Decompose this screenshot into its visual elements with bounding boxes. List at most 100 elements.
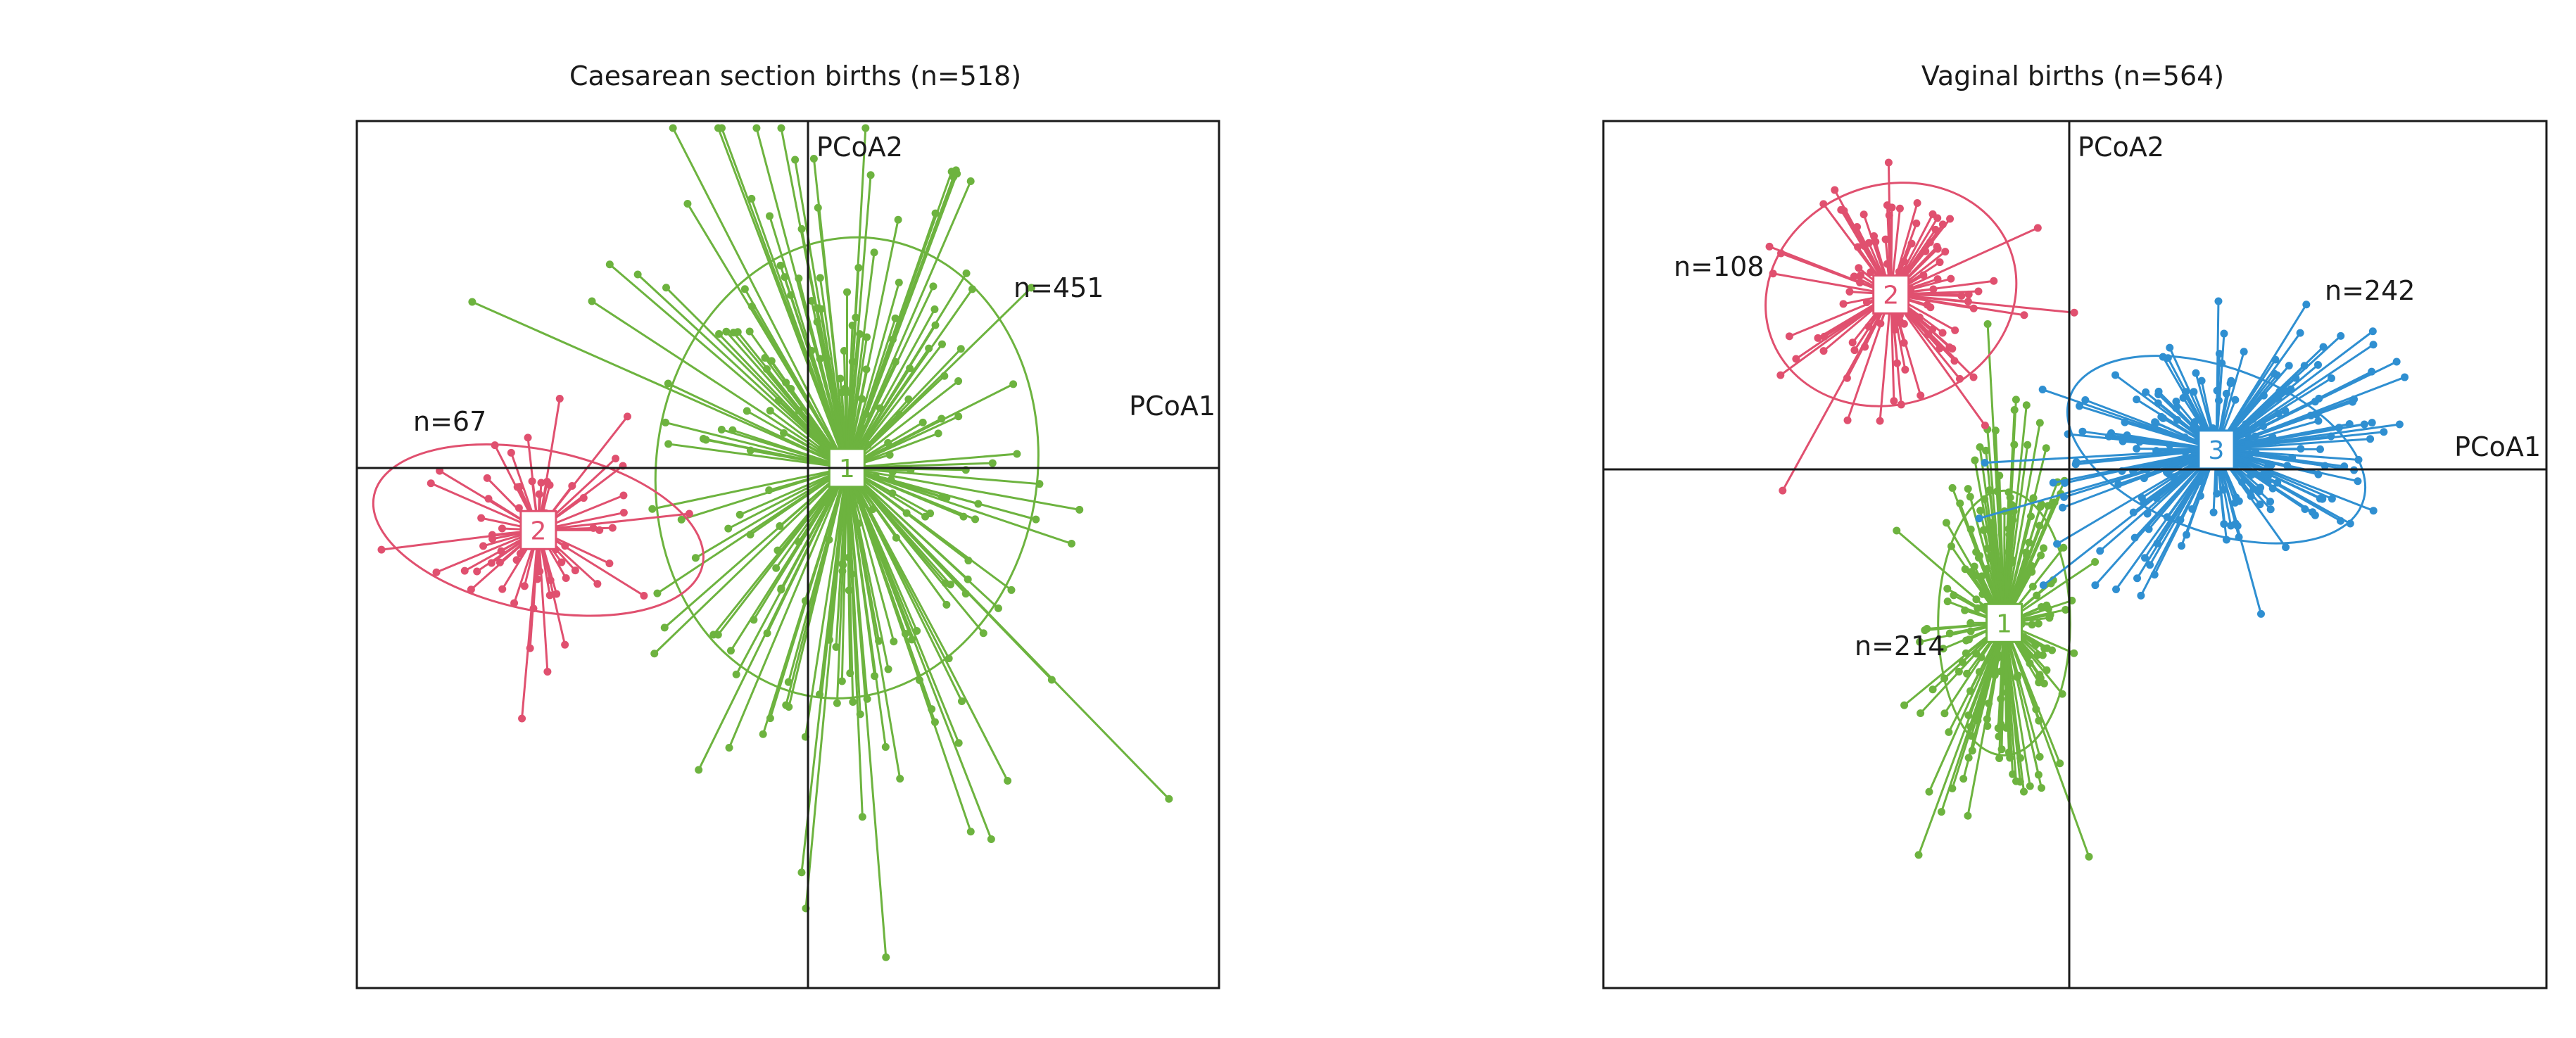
cluster-2-point [1779,486,1787,495]
cluster-3-point [2401,373,2409,381]
cluster-1-point [1917,709,1925,717]
cluster-2-point [1915,313,1924,322]
cluster-1-point [2034,619,2043,628]
cluster-2-point [507,448,515,457]
cluster-1-point [2085,852,2093,861]
cluster-2-point [2070,308,2078,317]
cluster-2-point [483,474,491,482]
cluster-1-point [1995,732,2003,740]
cluster-1-point [714,631,722,639]
cluster-1-spoke [845,467,960,744]
cluster-3-point [2111,371,2120,379]
cluster-1-point [847,570,856,578]
cluster-1-point [683,200,692,208]
cluster-2-point [520,582,529,590]
cluster-2-point [562,574,570,583]
cluster-1-point [971,515,980,524]
cluster-2-point [1831,186,1839,194]
cluster-3-spoke [2115,448,2218,590]
cluster-1-point [2070,649,2078,657]
cluster-1-spoke [846,289,973,469]
vaginal-title: Vaginal births (n=564) [1921,61,2224,91]
cluster-3-spoke [2216,448,2374,512]
cluster-2-point [1776,371,1785,379]
cluster-1-point [866,171,875,179]
cluster-1-point [2025,652,2033,660]
cluster-1-point [2035,752,2044,761]
cluster-1-point [1893,526,1901,535]
cluster-3-point [2176,516,2185,524]
cluster-1-spoke [845,467,907,635]
cluster-3-point [2369,341,2378,349]
cluster-2-point [1933,275,1942,284]
cluster-2-centroid-label: 2 [1883,281,1899,310]
cluster-2-point [1926,303,1935,312]
cluster-3-point [2302,300,2311,309]
cluster-1-point [931,321,940,329]
cluster-1-point [762,365,771,374]
cluster-2-point [1933,244,1942,253]
cluster-1-spoke [846,467,964,518]
cluster-2-point [1951,326,1959,334]
cluster-1-spoke [2003,498,2012,624]
cluster-3-point [2318,495,2327,503]
cluster-1-point [1007,586,1016,594]
cluster-1-spoke [664,467,848,628]
cluster-3-point [2268,433,2277,441]
cluster-3-point [2133,445,2141,453]
cluster-1-point [966,177,975,185]
cluster-1-point [1974,716,1982,725]
cluster-2-point [1964,290,1973,298]
cluster-2-point [479,542,488,550]
cluster-3-point [2354,477,2362,486]
cluster-2-spoke [1879,294,1893,422]
cluster-2-point [561,542,569,550]
cluster-1-group: 1 [1893,320,2100,861]
cluster-1-point [1976,443,1984,451]
cluster-1-point [745,327,754,336]
cluster-2-point [1856,271,1864,279]
cluster-3-point [2151,418,2159,426]
cluster-2-ellipse [372,443,705,617]
cluster-1-point [2039,544,2047,552]
cluster-1-point [988,459,997,467]
cluster-1-point [1963,669,1971,678]
cluster-2-spoke [538,512,690,531]
cluster-2-point [1876,319,1885,328]
cluster-1-point [929,282,937,291]
cluster-1-point [724,524,733,533]
cluster-3-point [1975,514,1983,523]
cluster-1-point [2035,716,2043,725]
cluster-2-group: 2 [1764,158,2078,495]
cluster-1-point [717,124,726,132]
cluster-1-point [1940,709,1949,718]
cluster-1-point [1995,572,2004,581]
cluster-2-point [1990,277,1998,285]
cluster-3-point [2049,479,2057,487]
cluster-1-point [1027,284,1035,292]
cluster-2-point [497,547,505,555]
cluster-2-point [1837,205,1845,214]
cluster-1-point [1990,671,1999,679]
cluster-1-point [1900,701,1909,709]
cluster-1-point [817,305,826,313]
cluster-2-point [510,599,519,607]
cluster-2-point [1938,329,1947,337]
cluster-1-point [735,510,744,519]
cluster-1-point [849,698,857,707]
vaginal-cluster-3-count: n=242 [2325,275,2415,306]
cluster-2-point [608,524,617,532]
cluster-1-point [895,278,903,286]
cluster-3-point [2282,543,2290,552]
cluster-1-spoke [846,467,969,562]
cluster-3-point [2285,362,2293,370]
cluster-2-point [1969,373,1978,381]
cluster-1-point [1962,649,1970,657]
cluster-1-point [2006,493,2014,502]
cluster-1-point [882,953,890,961]
cluster-1-point [2091,557,2100,566]
cluster-3-point [2053,540,2062,548]
cluster-1-point [1165,795,1173,803]
cluster-1-point [746,531,755,539]
cluster-1-point [884,438,892,447]
